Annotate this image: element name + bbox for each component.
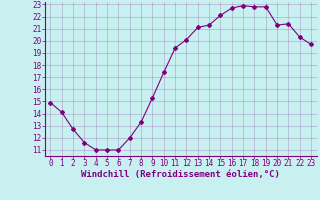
X-axis label: Windchill (Refroidissement éolien,°C): Windchill (Refroidissement éolien,°C) [81,170,280,179]
